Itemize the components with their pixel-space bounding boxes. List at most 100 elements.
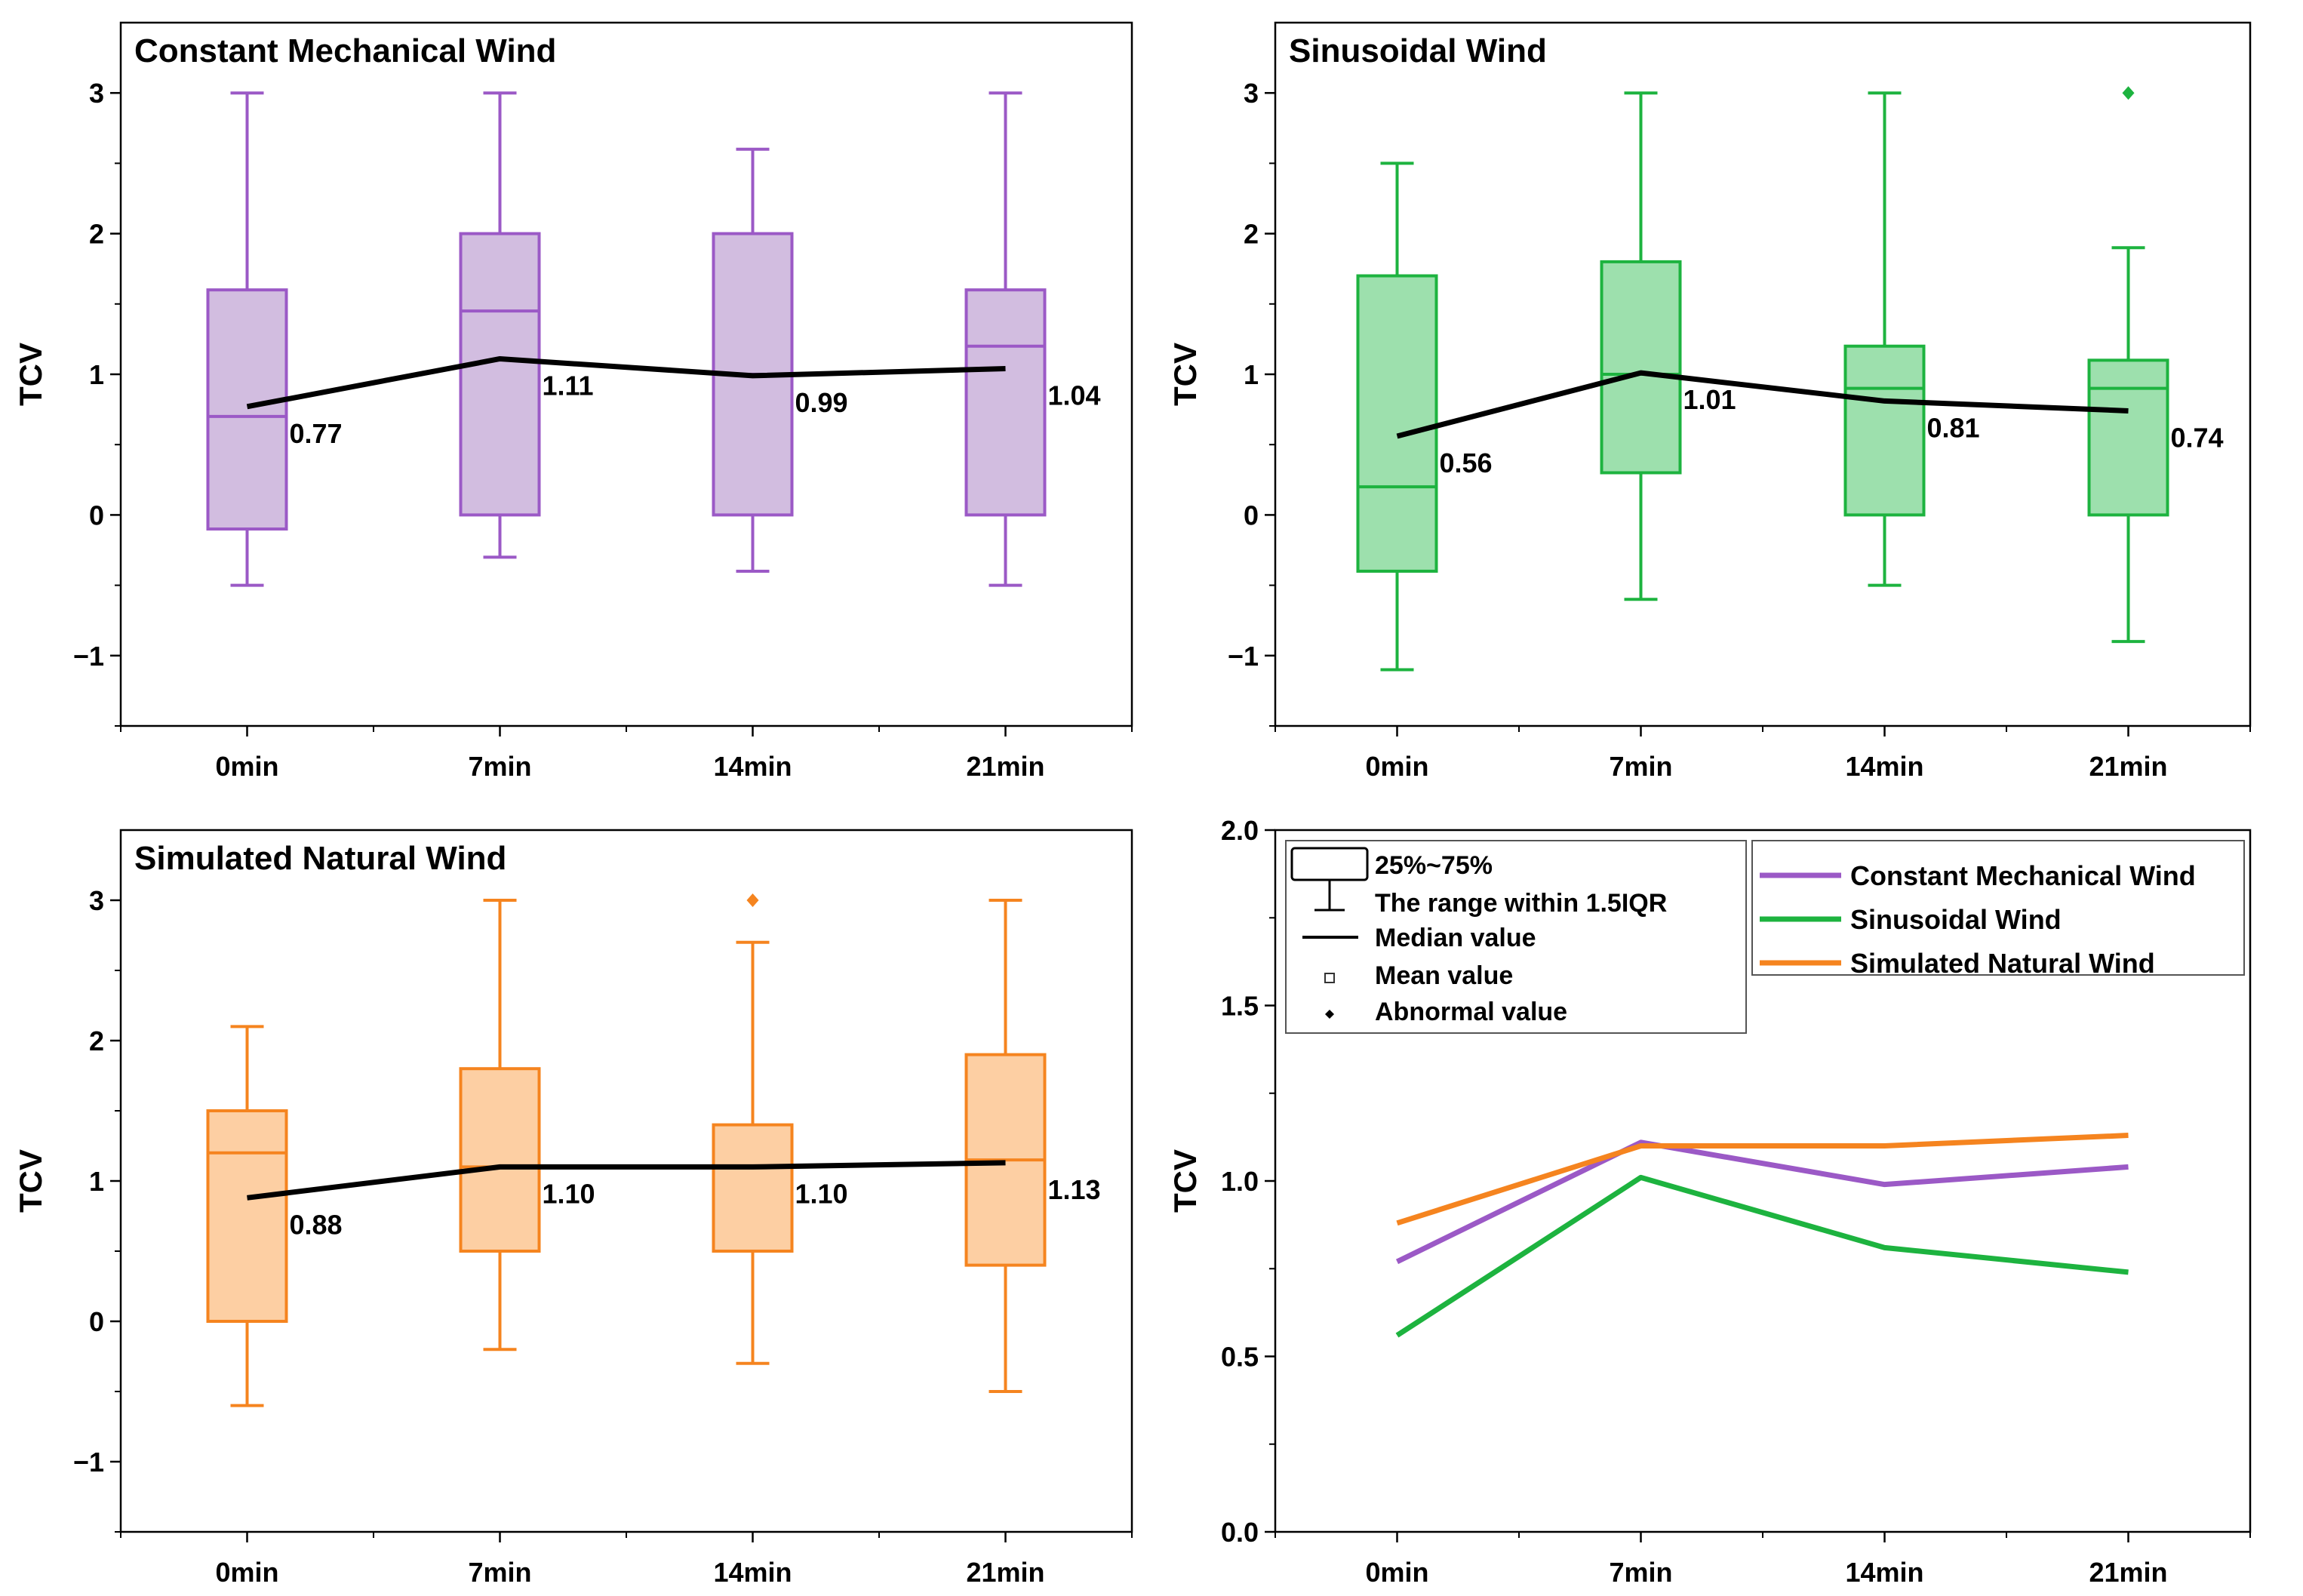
- x-tick-label: 14min: [1845, 1557, 1923, 1588]
- mean-line: [246, 355, 1006, 410]
- y-tick-label: 0: [89, 1306, 104, 1337]
- box-0min: [206, 91, 288, 587]
- x-tick-label: 0min: [1365, 751, 1428, 782]
- series-line-3: [1396, 1133, 2129, 1226]
- y-tick-label: −1: [73, 1447, 104, 1478]
- x-tick-label: 21min: [966, 1557, 1044, 1588]
- mean-value-label: 1.10: [795, 1178, 848, 1209]
- iqr-box: [1600, 260, 1682, 475]
- iqr-box: [1843, 344, 1926, 517]
- y-axis-label: TCV: [1167, 343, 1203, 406]
- y-axis-label: TCV: [1167, 1149, 1203, 1213]
- key-legend-label: Abnormal value: [1375, 998, 1567, 1026]
- iqr-box: [206, 288, 288, 531]
- x-tick-label: 14min: [713, 1557, 792, 1588]
- y-tick-label: 0.0: [1221, 1517, 1259, 1548]
- series-legend-frame: [1751, 840, 2245, 976]
- box-21min: [964, 91, 1047, 587]
- mean-value-label: 1.13: [1048, 1174, 1101, 1205]
- outlier-point: [746, 893, 759, 907]
- box-7min: [459, 91, 541, 559]
- y-tick-label: 0: [1244, 500, 1259, 530]
- x-tick-label: 14min: [713, 751, 792, 782]
- series-line-2: [1395, 1174, 2129, 1338]
- mean-value-label: 0.81: [1927, 412, 1980, 443]
- y-tick-label: 1: [89, 359, 104, 390]
- y-tick-label: 0: [89, 500, 104, 530]
- x-tick-label: 7min: [468, 1557, 531, 1588]
- mean-value-label: 0.88: [290, 1209, 343, 1240]
- y-tick-label: 2.0: [1221, 815, 1259, 846]
- x-tick-label: 7min: [1609, 1557, 1672, 1588]
- x-tick-label: 14min: [1845, 751, 1923, 782]
- box-21min: [964, 899, 1047, 1393]
- panel-4: 0.0 0.5 1.0 1.5 2.0 0min 7min 14min 21min TCV 25%~…: [1167, 815, 2252, 1588]
- y-tick-label: 1.5: [1221, 991, 1259, 1022]
- series-legend-label: Constant Mechanical Wind: [1850, 860, 2196, 891]
- box-0min: [1356, 161, 1438, 672]
- x-tick-label: 0min: [215, 751, 278, 782]
- x-tick-label: 0min: [215, 1557, 278, 1588]
- iqr-box: [459, 1067, 541, 1253]
- box-7min: [1600, 91, 1682, 601]
- y-axis-label: TCV: [13, 343, 48, 406]
- key-legend-label: Median value: [1375, 924, 1536, 952]
- iqr-box: [2087, 358, 2169, 517]
- y-tick-label: 1.0: [1221, 1166, 1259, 1197]
- y-tick-label: 3: [89, 78, 104, 109]
- series-legend-label: Sinusoidal Wind: [1850, 904, 2062, 935]
- mean-value-label: 0.56: [1440, 447, 1493, 478]
- series-line-1: [1395, 1139, 2129, 1265]
- y-tick-label: 2: [89, 219, 104, 250]
- key-legend-label: 25%~75%: [1375, 851, 1493, 880]
- y-axis-label: TCV: [13, 1149, 48, 1213]
- iqr-box: [459, 232, 541, 517]
- iqr-box: [712, 1123, 794, 1253]
- mean-value-label: 1.04: [1048, 380, 1101, 411]
- box-0min: [206, 1025, 288, 1407]
- panel-title: Constant Mechanical Wind: [134, 32, 556, 69]
- x-tick-label: 7min: [1609, 751, 1672, 782]
- iqr-box: [964, 288, 1047, 517]
- mean-value-label: 1.11: [543, 370, 594, 401]
- y-tick-label: 3: [89, 885, 104, 916]
- x-tick-label: 0min: [1365, 1557, 1428, 1588]
- key-legend-label: Mean value: [1375, 961, 1513, 990]
- x-tick-label: 7min: [468, 751, 531, 782]
- mean-value-label: 1.01: [1683, 384, 1736, 415]
- y-tick-label: 1: [1244, 359, 1259, 390]
- y-tick-label: 2: [1244, 219, 1259, 250]
- box-21min: [2087, 86, 2169, 644]
- panel-title: Sinusoidal Wind: [1289, 32, 1547, 69]
- y-tick-label: 2: [89, 1026, 104, 1056]
- mean-value-label: 0.77: [290, 418, 343, 449]
- y-tick-label: 0.5: [1221, 1342, 1259, 1373]
- box-14min: [712, 893, 794, 1365]
- abnormal-symbol-icon: [1325, 1010, 1334, 1019]
- mean-value-label: 0.74: [2171, 422, 2224, 453]
- iqr-box: [1356, 274, 1438, 573]
- box-14min: [712, 147, 794, 573]
- panel-title: Simulated Natural Wind: [134, 840, 506, 877]
- box-7min: [459, 899, 541, 1352]
- box-symbol-icon: [1290, 847, 1369, 881]
- series-legend: Constant Mechanical Wind Sinusoidal Wind S…: [1751, 840, 2245, 979]
- y-tick-label: −1: [73, 641, 104, 672]
- mean-symbol-icon: [1324, 973, 1335, 983]
- x-tick-label: 21min: [2089, 751, 2167, 782]
- y-tick-label: −1: [1228, 641, 1259, 672]
- mean-value-label: 0.99: [795, 387, 848, 418]
- mean-line: [1396, 370, 2129, 439]
- iqr-box: [206, 1109, 288, 1323]
- y-tick-label: 1: [89, 1166, 104, 1197]
- panel-3: −1 0 1 2 3 0min 7min 14min 21min TCV Simulated Nat…: [13, 829, 1133, 1588]
- key-legend: 25%~75% The range within 1.5IQR Median val…: [1285, 840, 1747, 1034]
- mean-line: [247, 1160, 1006, 1201]
- x-tick-label: 21min: [966, 751, 1044, 782]
- mean-value-label: 1.10: [543, 1178, 595, 1209]
- panel-1: −1 0 1 2 3 0min 7min 14min 21min TCV Constant Mech…: [13, 21, 1133, 782]
- key-legend-label: The range within 1.5IQR: [1375, 889, 1667, 918]
- series-legend-label: Simulated Natural Wind: [1850, 948, 2155, 979]
- panel-2: −1 0 1 2 3 0min 7min 14min 21min TCV Sinusoidal Wi…: [1167, 21, 2252, 782]
